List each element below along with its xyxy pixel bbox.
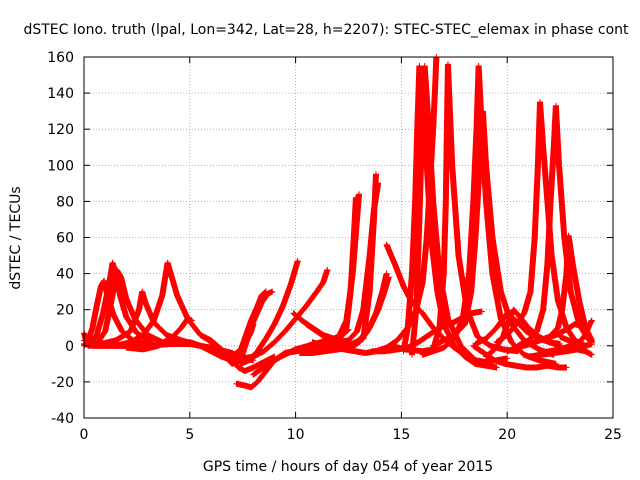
y-tick-label: 120 [47, 122, 74, 138]
x-tick-label: 0 [80, 427, 89, 443]
data-series [409, 63, 494, 369]
y-tick-label: -40 [51, 411, 74, 427]
y-tick-labels: -40 -20 0 20 40 60 80 100 120 140 160 [47, 50, 74, 427]
y-tick-label: 20 [56, 303, 74, 319]
y-tick-label: 0 [65, 339, 74, 355]
x-tick-label: 15 [392, 427, 410, 443]
data-series [368, 308, 485, 355]
series-markers [525, 346, 595, 360]
data-series [303, 180, 382, 346]
x-tick-label: 10 [287, 427, 305, 443]
series-markers [470, 342, 570, 371]
y-tick-label: 80 [56, 194, 74, 210]
x-tick-labels: 0 5 10 15 20 25 [80, 427, 622, 443]
axis-ticks [83, 56, 614, 419]
series-markers [229, 288, 276, 360]
x-tick-label: 25 [604, 427, 622, 443]
y-tick-label: 60 [56, 231, 74, 247]
series-markers [557, 333, 595, 349]
y-tick-label: 160 [47, 50, 74, 66]
x-axis-title: GPS time / hours of day 054 of year 2015 [203, 459, 493, 475]
x-tick-label: 20 [498, 427, 516, 443]
data-series [525, 346, 595, 360]
chart-title: dSTEC Iono. truth (lpal, Lon=342, Lat=28… [23, 22, 629, 38]
x-tick-label: 5 [185, 427, 194, 443]
series-markers [368, 308, 485, 355]
y-tick-label: 40 [56, 267, 74, 283]
data-series [470, 342, 570, 371]
y-axis-title: dSTEC / TECUs [8, 186, 24, 289]
y-tick-label: 100 [47, 158, 74, 174]
y-tick-label: 140 [47, 86, 74, 102]
series-markers [303, 180, 382, 346]
data-series [557, 333, 595, 349]
data-series [229, 288, 276, 360]
y-tick-label: -20 [51, 375, 74, 391]
series-markers [409, 63, 494, 369]
data-series-group [81, 54, 595, 391]
